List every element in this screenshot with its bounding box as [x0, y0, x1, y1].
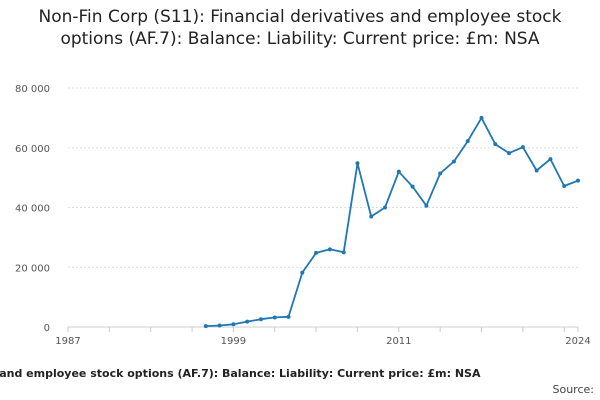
data-point[interactable]	[396, 169, 401, 174]
data-point[interactable]	[217, 323, 222, 328]
data-point[interactable]	[534, 168, 539, 173]
data-point[interactable]	[383, 205, 388, 210]
data-point[interactable]	[272, 315, 277, 320]
data-point[interactable]	[410, 184, 415, 189]
chart-title: Non-Fin Corp (S11): Financial derivative…	[38, 7, 562, 49]
data-point[interactable]	[300, 270, 305, 275]
y-tick-label: 40 000	[15, 204, 50, 215]
data-point[interactable]	[465, 139, 470, 144]
data-point[interactable]	[286, 314, 291, 319]
data-point[interactable]	[520, 145, 525, 150]
data-point[interactable]	[438, 171, 443, 176]
data-point[interactable]	[451, 159, 456, 164]
data-point[interactable]	[369, 214, 374, 219]
data-point[interactable]	[203, 324, 208, 329]
y-tick-label: 80 000	[15, 84, 50, 95]
x-tick-label: 1987	[55, 336, 80, 347]
x-tick-label: 1999	[221, 336, 246, 347]
series-group	[203, 115, 580, 329]
data-point[interactable]	[562, 183, 567, 188]
data-point[interactable]	[245, 319, 250, 324]
grid-lines	[68, 87, 578, 268]
data-point[interactable]	[548, 157, 553, 162]
source-label: Source:	[552, 383, 595, 396]
y-tick-label: 0	[44, 323, 50, 334]
y-tick-label: 20 000	[15, 263, 50, 274]
data-point[interactable]	[231, 322, 236, 327]
chart-caption: Non-Fin Corp (S11): Financial derivative…	[0, 367, 481, 380]
data-point[interactable]	[258, 317, 263, 322]
data-point[interactable]	[493, 142, 498, 147]
data-point[interactable]	[327, 247, 332, 252]
data-point[interactable]	[479, 115, 484, 120]
x-tick-label: 2024	[565, 336, 590, 347]
data-point[interactable]	[355, 161, 360, 166]
y-tick-label: 60 000	[15, 144, 50, 155]
data-point[interactable]	[507, 151, 512, 156]
source-line: Source:	[0, 382, 600, 398]
data-point[interactable]	[341, 250, 346, 255]
data-point[interactable]	[314, 250, 319, 255]
x-tick-label: 2011	[386, 336, 411, 347]
x-axis: 1987 1999 2011 2024	[55, 326, 591, 347]
data-point[interactable]	[576, 178, 580, 183]
y-axis-tick-labels: 0 20 000 40 000 60 000 80 000	[15, 84, 50, 334]
data-point[interactable]	[424, 203, 429, 208]
series-line	[205, 117, 579, 327]
